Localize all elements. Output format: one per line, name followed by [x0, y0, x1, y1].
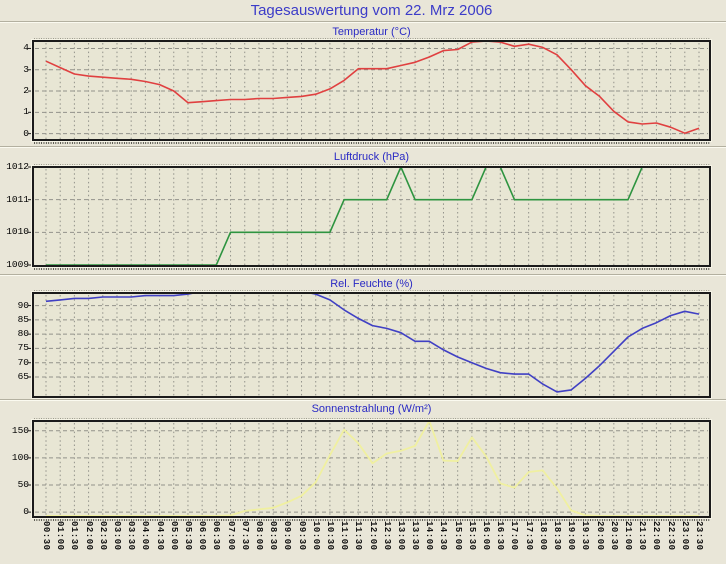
time-axis-label: 01:00 — [55, 521, 66, 551]
time-axis-label: 15:30 — [466, 521, 477, 551]
section-divider — [0, 146, 726, 148]
time-axis-label: 18:30 — [552, 521, 563, 551]
humidity-y-axis-label: 80 — [17, 328, 29, 340]
time-axis-label: 03:00 — [111, 521, 122, 551]
time-axis-label: 14:00 — [424, 521, 435, 551]
humidity-y-axis-label: 70 — [17, 356, 29, 368]
pressure-y-axis-label: 1012 — [6, 161, 29, 172]
pressure-y-axis-label: 1011 — [6, 193, 29, 205]
time-axis-label: 13:30 — [410, 521, 421, 551]
time-axis-label: 23:00 — [679, 521, 690, 551]
time-axis-label: 03:30 — [126, 521, 137, 551]
time-axis-label: 06:00 — [197, 521, 208, 551]
section-divider — [0, 21, 726, 23]
time-axis-label: 23:30 — [694, 521, 704, 551]
radiation-y-axis-label: 50 — [17, 479, 29, 490]
time-axis-label: 04:30 — [154, 521, 165, 551]
time-axis-label: 00:30 — [41, 521, 51, 551]
time-axis-label: 09:00 — [282, 521, 293, 551]
time-axis-label: 02:30 — [97, 521, 108, 551]
time-axis-label: 11:00 — [339, 521, 350, 551]
time-axis-label: 05:00 — [168, 521, 179, 551]
temperature-chart-title: Temperatur (°C) — [332, 26, 411, 38]
time-axis-label: 06:30 — [211, 521, 222, 551]
time-axis-label: 16:00 — [481, 521, 492, 551]
time-axis-label: 01:30 — [69, 521, 80, 551]
temperature-y-axis-label: 3 — [23, 63, 29, 75]
temperature-y-axis-label: 4 — [23, 42, 29, 54]
humidity-y-axis-label: 65 — [17, 371, 29, 382]
time-axis-label: 12:30 — [381, 521, 392, 551]
time-axis-label: 08:00 — [253, 521, 264, 551]
time-axis-label: 05:30 — [182, 521, 193, 551]
radiation-y-axis-label: 0 — [23, 506, 29, 518]
humidity-y-axis-label: 90 — [17, 299, 29, 311]
time-axis-label: 20:00 — [594, 521, 605, 551]
time-axis-label: 17:30 — [523, 521, 534, 551]
time-axis-label: 16:30 — [495, 521, 506, 551]
time-axis-label: 02:00 — [83, 521, 94, 551]
time-axis-label: 14:30 — [438, 521, 449, 551]
time-axis-label: 19:00 — [566, 521, 577, 551]
radiation-y-axis-label: 150 — [11, 424, 29, 436]
time-axis-label: 04:00 — [140, 521, 151, 551]
page-title: Tagesauswertung vom 22. Mrz 2006 — [250, 2, 493, 19]
time-axis-label: 13:00 — [395, 521, 406, 551]
time-axis-label: 15:00 — [452, 521, 463, 551]
time-axis-label: 17:00 — [509, 521, 520, 551]
pressure-chart-title: Luftdruck (hPa) — [333, 151, 410, 163]
humidity-y-axis-label: 75 — [17, 342, 29, 354]
time-axis-label: 19:30 — [580, 521, 591, 551]
time-axis-label: 22:30 — [665, 521, 676, 551]
humidity-y-axis-label: 85 — [17, 313, 29, 325]
time-axis-label: 11:30 — [353, 521, 364, 551]
time-axis-label: 09:30 — [296, 521, 307, 551]
temperature-y-axis-label: 2 — [23, 85, 29, 97]
time-axis-label: 21:00 — [623, 521, 634, 551]
time-axis-label: 10:30 — [324, 521, 335, 551]
temperature-y-axis-label: 1 — [23, 106, 29, 118]
time-axis-label: 20:30 — [608, 521, 619, 551]
radiation-y-axis-label: 100 — [11, 451, 29, 463]
time-axis-label: 21:30 — [637, 521, 648, 551]
time-axis-label: 12:00 — [367, 521, 378, 551]
radiation-chart-title: Sonnenstrahlung (W/m²) — [311, 403, 432, 415]
time-axis-label: 10:00 — [310, 521, 321, 551]
section-divider — [0, 399, 726, 401]
time-axis-label: 08:30 — [268, 521, 279, 551]
time-axis-label: 18:00 — [537, 521, 548, 551]
temperature-y-axis-label: 0 — [23, 127, 29, 139]
pressure-y-axis-label: 1010 — [6, 226, 29, 238]
time-axis-label: 07:30 — [239, 521, 250, 551]
humidity-chart-title: Rel. Feuchte (%) — [330, 278, 413, 290]
pressure-y-axis-label: 1009 — [6, 259, 29, 271]
time-axis-label: 22:00 — [651, 521, 662, 551]
time-axis-label: 07:00 — [225, 521, 236, 551]
section-divider — [0, 274, 726, 276]
